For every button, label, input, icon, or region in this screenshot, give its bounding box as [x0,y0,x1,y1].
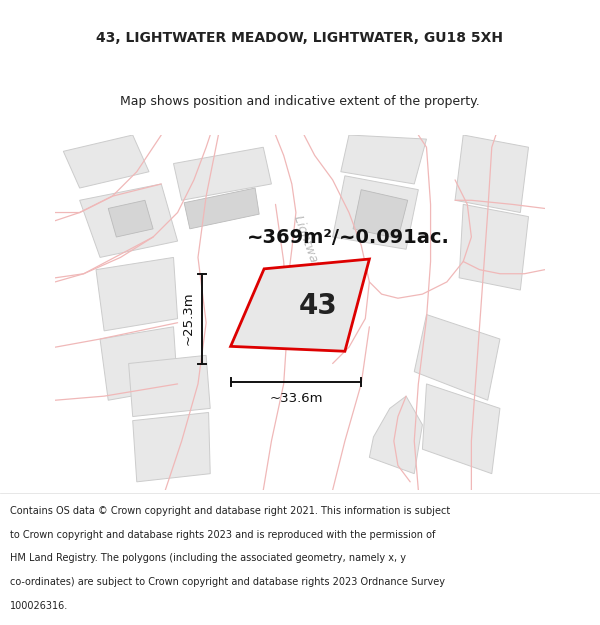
Text: 100026316.: 100026316. [10,601,68,611]
Polygon shape [422,384,500,474]
Polygon shape [341,135,427,184]
Text: ~33.6m: ~33.6m [269,392,323,405]
Polygon shape [80,184,178,258]
Polygon shape [353,189,408,239]
Polygon shape [455,135,529,212]
Polygon shape [459,204,529,290]
Polygon shape [370,396,422,474]
Text: 43: 43 [299,292,338,321]
Text: 43, LIGHTWATER MEADOW, LIGHTWATER, GU18 5XH: 43, LIGHTWATER MEADOW, LIGHTWATER, GU18 … [97,31,503,45]
Text: co-ordinates) are subject to Crown copyright and database rights 2023 Ordnance S: co-ordinates) are subject to Crown copyr… [10,577,445,587]
Text: ~369m²/~0.091ac.: ~369m²/~0.091ac. [247,228,450,246]
Text: Lightwater Meadow: Lightwater Meadow [291,214,345,334]
Polygon shape [108,200,153,237]
Polygon shape [173,148,271,200]
Polygon shape [64,135,149,188]
Polygon shape [230,259,370,351]
Text: Map shows position and indicative extent of the property.: Map shows position and indicative extent… [120,95,480,108]
Text: HM Land Registry. The polygons (including the associated geometry, namely x, y: HM Land Registry. The polygons (includin… [10,554,406,564]
Polygon shape [128,356,210,416]
Polygon shape [100,327,178,400]
Polygon shape [332,176,418,249]
Text: ~25.3m: ~25.3m [182,292,194,346]
Polygon shape [414,314,500,400]
Polygon shape [96,258,178,331]
Polygon shape [133,412,210,482]
Text: Contains OS data © Crown copyright and database right 2021. This information is : Contains OS data © Crown copyright and d… [10,506,451,516]
Polygon shape [184,188,259,229]
Text: to Crown copyright and database rights 2023 and is reproduced with the permissio: to Crown copyright and database rights 2… [10,530,436,540]
